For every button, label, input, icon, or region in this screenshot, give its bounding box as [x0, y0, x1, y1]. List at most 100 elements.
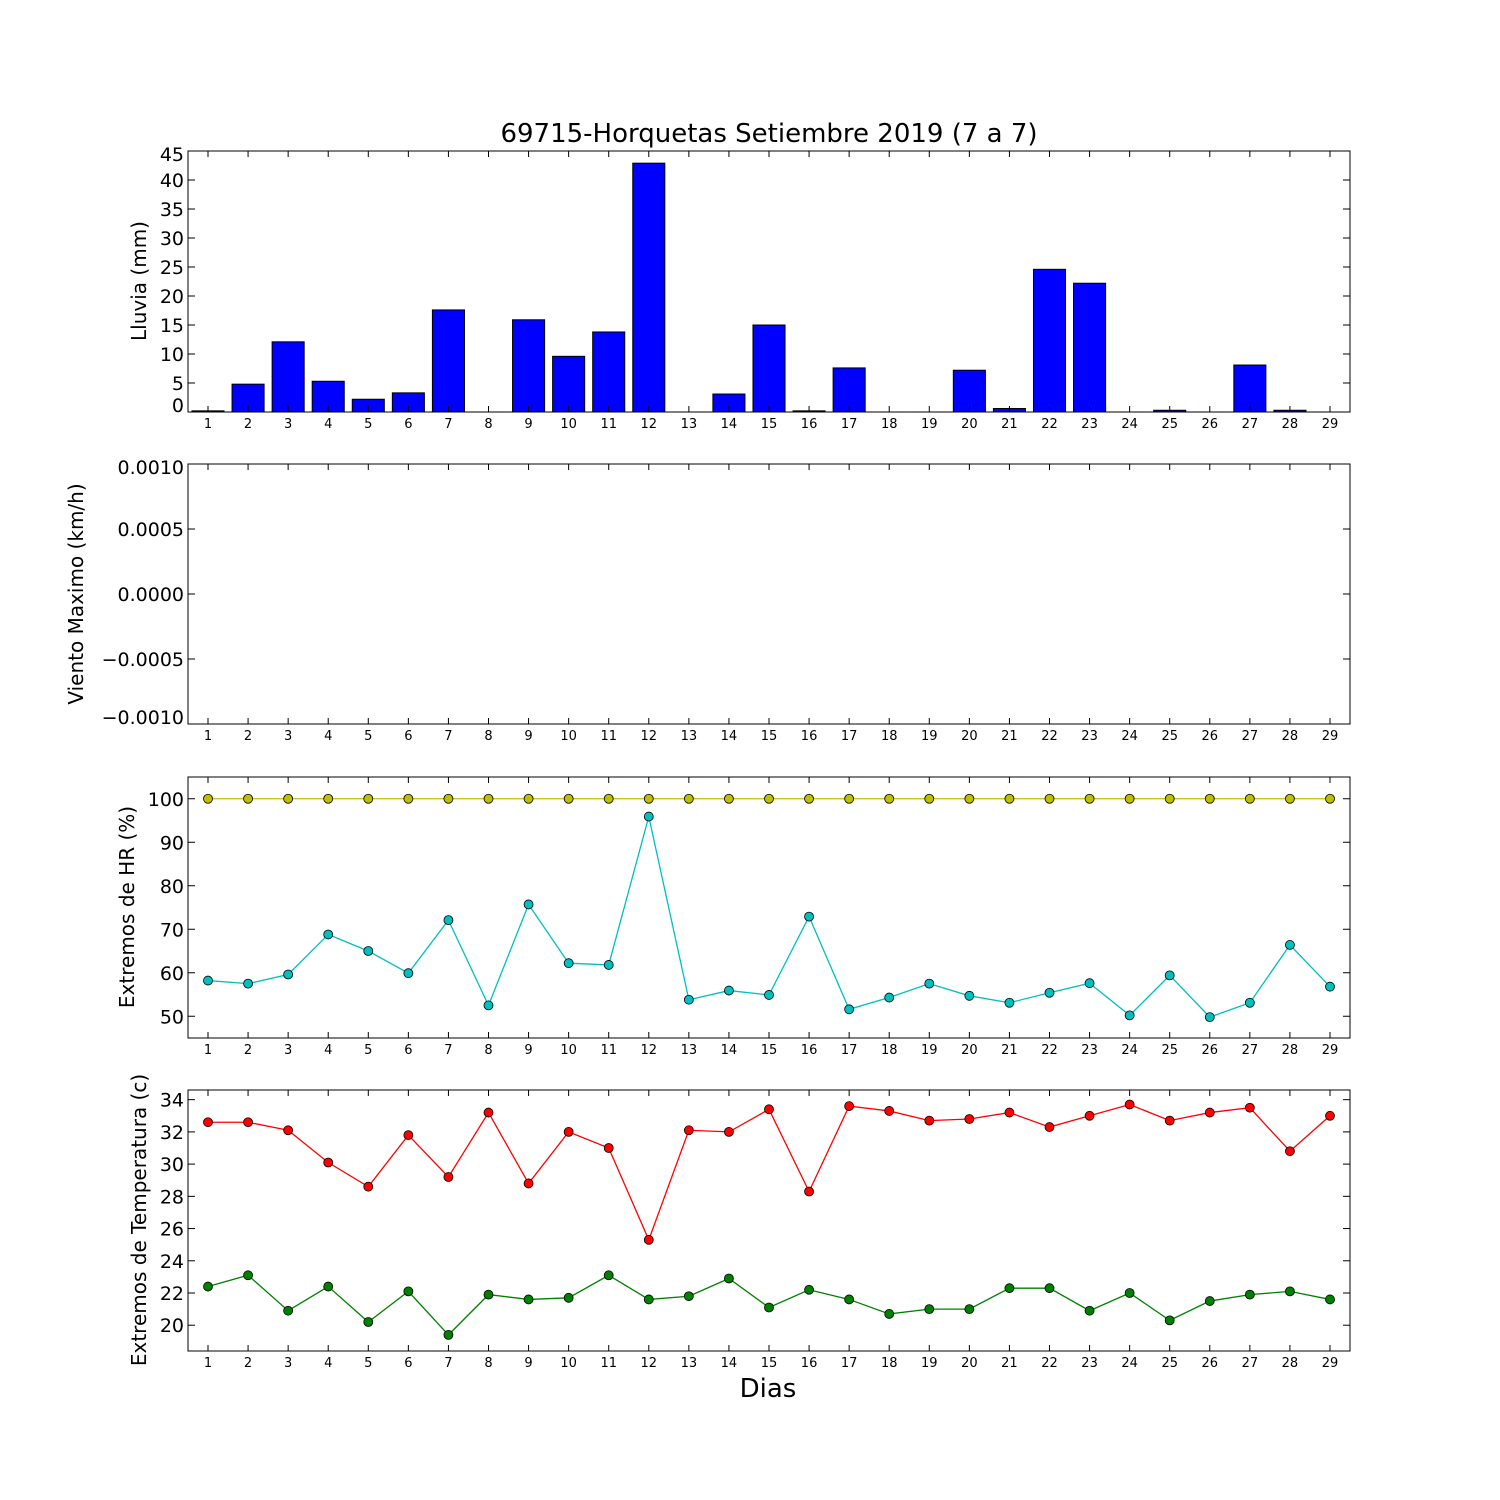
- humidity-ylabel: Extremos de HR (%): [115, 806, 139, 1008]
- xtick-label: 6: [404, 1043, 412, 1058]
- xtick-label: 6: [404, 729, 412, 744]
- data-point: [1244, 1289, 1255, 1300]
- xtick-label: 2: [244, 417, 252, 432]
- data-point: [323, 793, 334, 804]
- data-point: [643, 1234, 654, 1245]
- ytick-label: 10: [160, 344, 184, 366]
- xtick-label: 4: [324, 417, 332, 432]
- ytick-label: 28: [160, 1186, 184, 1208]
- data-point: [683, 994, 694, 1005]
- data-point: [563, 793, 574, 804]
- xtick-label: 5: [364, 417, 372, 432]
- xtick-label: 15: [761, 729, 778, 744]
- data-point: [683, 1125, 694, 1136]
- data-point: [1325, 981, 1335, 992]
- data-point: [523, 793, 534, 804]
- xtick-label: 13: [681, 417, 698, 432]
- data-point: [1044, 1283, 1055, 1294]
- xtick-label: 22: [1041, 729, 1058, 744]
- data-point: [283, 793, 294, 804]
- data-point: [483, 1289, 494, 1300]
- xtick-label: 7: [444, 729, 452, 744]
- xtick-label: 7: [444, 417, 452, 432]
- data-point: [1164, 1315, 1175, 1326]
- xtick-label: 27: [1242, 729, 1259, 744]
- ytick-label: 45: [160, 144, 184, 166]
- xtick-label: 6: [404, 417, 412, 432]
- xtick-label: 4: [324, 1043, 332, 1058]
- xtick-label: 12: [641, 417, 658, 432]
- xtick-label: 26: [1202, 729, 1219, 744]
- xtick-label: 29: [1322, 1043, 1339, 1058]
- xtick-label: 5: [364, 729, 372, 744]
- xtick-label: 15: [761, 1356, 778, 1371]
- ytick-label: 25: [160, 257, 184, 279]
- data-point: [483, 793, 494, 804]
- rain-bar: [1073, 282, 1107, 413]
- xtick-label: 23: [1081, 729, 1098, 744]
- rain-bar: [952, 369, 986, 413]
- data-point: [844, 793, 855, 804]
- ytick-label: 40: [160, 170, 184, 192]
- data-point: [1004, 793, 1015, 804]
- data-point: [403, 1286, 414, 1297]
- xtick-label: 18: [881, 417, 898, 432]
- data-point: [203, 975, 213, 986]
- ytick-label: 80: [160, 876, 184, 898]
- ytick-label: 22: [160, 1283, 184, 1305]
- data-point: [1004, 1107, 1015, 1118]
- data-point: [483, 1107, 494, 1118]
- x-axis-label: Dias: [740, 1374, 797, 1404]
- temperature-lines: [203, 1099, 1335, 1340]
- xtick-label: 10: [560, 1043, 577, 1058]
- data-point: [1004, 1283, 1015, 1294]
- ytick-label: 20: [160, 286, 184, 308]
- xtick-label: 9: [524, 417, 532, 432]
- xtick-label: 2: [244, 1043, 252, 1058]
- xtick-label: 17: [841, 729, 858, 744]
- data-point: [283, 1125, 294, 1136]
- ytick-label: 15: [160, 315, 184, 337]
- data-point: [764, 1104, 774, 1115]
- rain-bar: [1032, 268, 1067, 413]
- data-point: [1285, 793, 1295, 804]
- data-point: [1084, 1110, 1095, 1121]
- data-point: [1325, 1110, 1335, 1121]
- data-point: [563, 958, 574, 969]
- data-point: [724, 1126, 734, 1137]
- xtick-label: 21: [1001, 1043, 1018, 1058]
- data-point: [724, 793, 734, 804]
- xtick-label: 9: [524, 1356, 532, 1371]
- xtick-label: 12: [641, 1043, 658, 1058]
- rain-bar: [552, 355, 586, 413]
- xtick-label: 24: [1121, 1043, 1138, 1058]
- data-point: [884, 992, 895, 1003]
- xtick-label: 16: [801, 1043, 818, 1058]
- data-point: [884, 1106, 895, 1116]
- ytick-label: 34: [160, 1090, 184, 1112]
- xtick-label: 8: [484, 729, 492, 744]
- xtick-label: 29: [1322, 417, 1339, 432]
- data-point: [643, 1294, 654, 1305]
- ytick-label: 0.0000: [118, 584, 184, 606]
- data-point: [764, 990, 774, 1000]
- xtick-label: 14: [721, 417, 738, 432]
- data-point: [283, 1305, 294, 1316]
- rain-ylabel: Lluvia (mm): [127, 221, 151, 341]
- ytick-label: 30: [160, 1154, 184, 1176]
- data-point: [243, 1270, 253, 1281]
- xtick-label: 11: [600, 417, 617, 432]
- data-point: [1204, 1296, 1215, 1306]
- xtick-label: 27: [1242, 1356, 1259, 1371]
- xtick-label: 20: [961, 1043, 978, 1058]
- ytick-label: 0.0010: [118, 457, 184, 479]
- data-point: [964, 990, 975, 1001]
- xtick-label: 22: [1041, 1043, 1058, 1058]
- xtick-label: 12: [641, 1356, 658, 1371]
- data-point: [804, 1284, 814, 1295]
